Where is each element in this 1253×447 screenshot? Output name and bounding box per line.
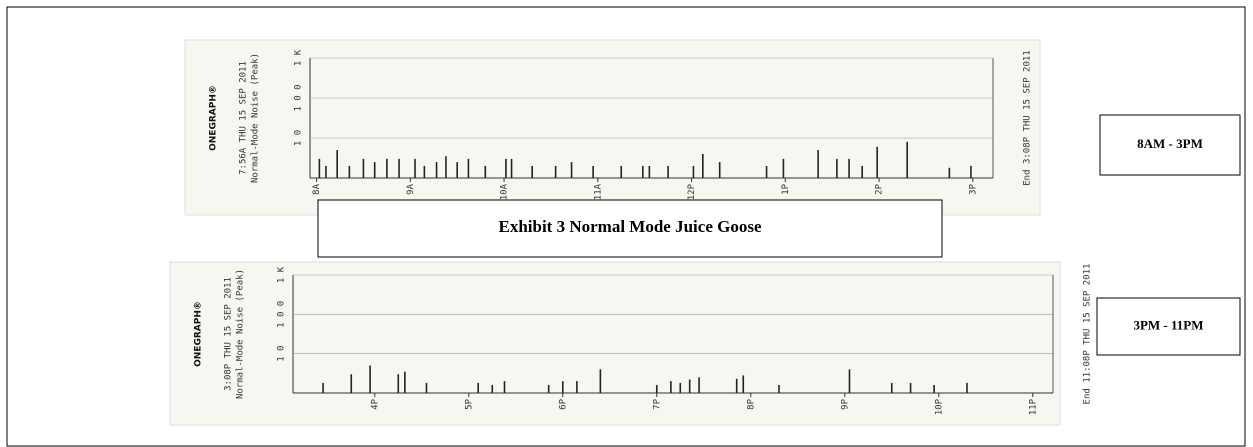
page-border bbox=[6, 6, 1246, 447]
start-time: 7:56A THU 15 SEP 2011 bbox=[239, 61, 249, 175]
y-tick-label: 1 K bbox=[277, 266, 287, 283]
range-box bbox=[1099, 114, 1241, 176]
x-tick-label: 3P bbox=[968, 183, 978, 194]
range-label: 3PM - 11PM bbox=[1133, 317, 1203, 332]
x-tick-label: 4P bbox=[370, 398, 380, 409]
brand: ONEGRAPH® bbox=[194, 301, 204, 367]
exhibit-title: Exhibit 3 Normal Mode Juice Goose bbox=[498, 217, 761, 236]
exhibit-box bbox=[317, 199, 943, 258]
y-tick-label: 1 0 bbox=[294, 130, 304, 146]
range-box bbox=[1096, 297, 1241, 356]
strip-chart: ONEGRAPH® 3:08P THU 15 SEP 2011 Normal-Mod… bbox=[169, 261, 1093, 426]
x-tick-label: 11P bbox=[1028, 398, 1038, 415]
x-tick-label: 8A bbox=[312, 183, 322, 194]
x-tick-label: 9P bbox=[840, 398, 850, 409]
start-time: 3:08P THU 15 SEP 2011 bbox=[224, 277, 234, 391]
end-label: End 3:08P THU 15 SEP 2011 bbox=[1023, 50, 1033, 185]
x-tick-label: 6P bbox=[558, 398, 568, 409]
strip-chart: ONEGRAPH® 7:56A THU 15 SEP 2011 Normal-Mod… bbox=[184, 39, 1041, 216]
x-tick-label: 10P bbox=[934, 398, 944, 415]
paper bbox=[184, 39, 1041, 216]
y-tick-label: 1 0 bbox=[277, 346, 287, 362]
x-tick-label: 7P bbox=[652, 398, 662, 409]
brand: ONEGRAPH® bbox=[209, 85, 219, 151]
x-tick-label: 5P bbox=[464, 398, 474, 409]
x-tick-label: 1P bbox=[781, 183, 791, 194]
x-tick-label: 12P bbox=[687, 183, 697, 200]
x-tick-label: 11A bbox=[593, 183, 603, 200]
paper bbox=[169, 261, 1061, 426]
y-tick-label: 1 0 0 bbox=[294, 84, 304, 111]
x-tick-label: 10A bbox=[500, 183, 510, 200]
y-axis-label: Normal-Mode Noise (Peak) bbox=[251, 53, 261, 183]
end-label: End 11:08P THU 15 SEP 2011 bbox=[1083, 264, 1093, 405]
y-axis-label: Normal-Mode Noise (Peak) bbox=[236, 269, 246, 399]
x-tick-label: 9A bbox=[406, 183, 416, 194]
x-tick-label: 8P bbox=[746, 398, 756, 409]
x-tick-label: 2P bbox=[875, 183, 885, 194]
range-label: 8AM - 3PM bbox=[1137, 136, 1203, 151]
y-tick-label: 1 0 0 bbox=[277, 301, 287, 328]
y-tick-label: 1 K bbox=[294, 49, 304, 66]
